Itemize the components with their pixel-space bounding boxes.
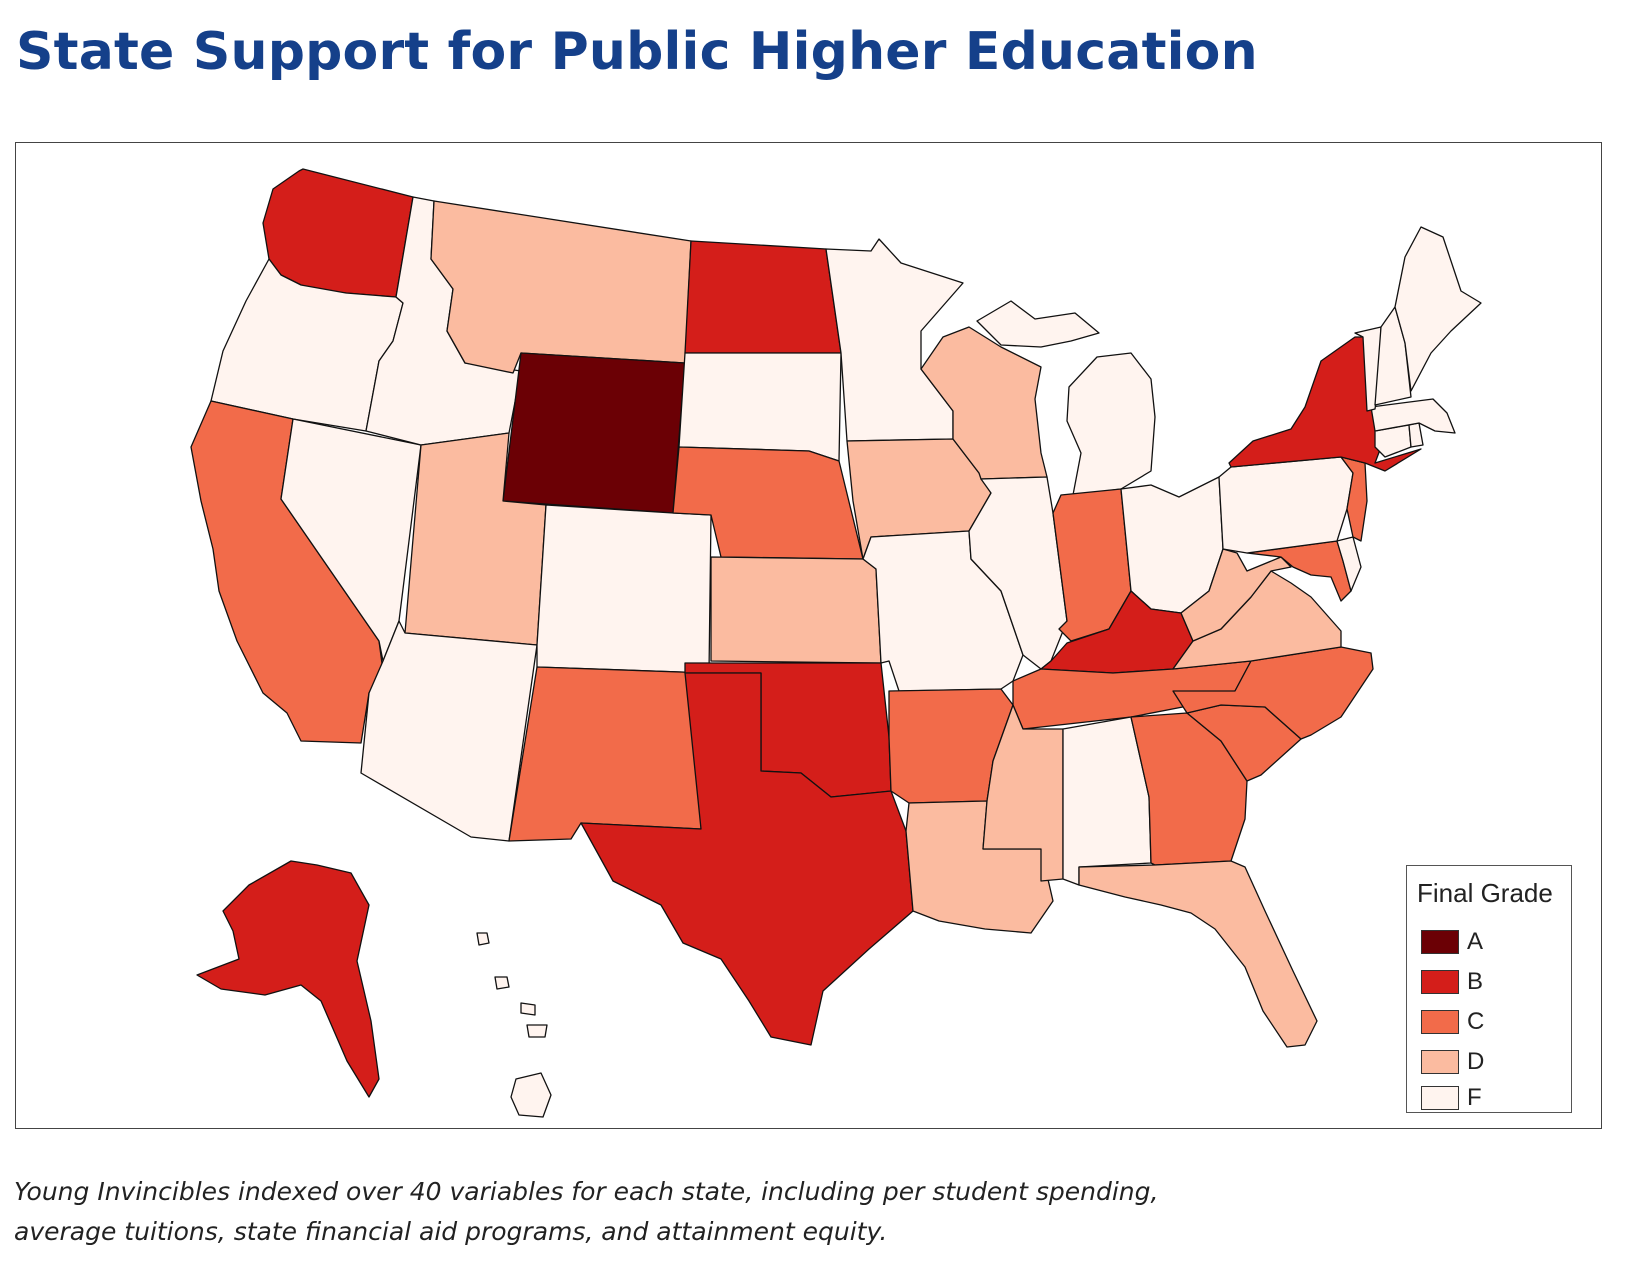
- legend-label-b: B: [1467, 968, 1484, 995]
- state-mi-part-1: [1066, 352, 1156, 496]
- legend-title: Final Grade: [1417, 878, 1553, 908]
- state-co: [536, 504, 712, 674]
- state-fl: [1078, 860, 1318, 1048]
- legend-item-f: F: [1421, 1084, 1482, 1112]
- legend-label-d: D: [1467, 1048, 1485, 1075]
- state-nd: [684, 240, 842, 354]
- state-hi-part-2: [494, 976, 510, 990]
- legend-swatch-f: [1421, 1086, 1459, 1110]
- state-mi-part-2: [976, 300, 1100, 348]
- state-nj: [1340, 456, 1368, 542]
- state-nm: [508, 666, 710, 842]
- legend-item-b: B: [1421, 968, 1483, 996]
- legend-label-f: F: [1467, 1084, 1482, 1111]
- state-az: [360, 620, 538, 842]
- legend-item-d: D: [1421, 1048, 1484, 1076]
- caption-line-2: average tuitions, state financial aid pr…: [14, 1217, 888, 1246]
- state-ri: [1408, 422, 1424, 448]
- caption-line-1: Young Invincibles indexed over 40 variab…: [14, 1177, 1159, 1206]
- state-wy: [502, 352, 686, 514]
- state-hi-part-4: [526, 1024, 548, 1038]
- caption: Young Invincibles indexed over 40 variab…: [14, 1172, 1514, 1252]
- state-ak: [196, 860, 380, 1098]
- state-me: [1394, 226, 1482, 392]
- legend-swatch-a: [1421, 930, 1459, 954]
- legend-swatch-b: [1421, 970, 1459, 994]
- state-wv: [1180, 548, 1292, 642]
- state-mn: [825, 238, 964, 442]
- legend-label-a: A: [1467, 928, 1484, 955]
- state-de: [1336, 536, 1362, 592]
- legend-swatch-c: [1421, 1010, 1459, 1034]
- state-hi-part-5: [476, 932, 490, 946]
- state-hi-part-3: [520, 1002, 536, 1016]
- us-map: [190, 168, 1482, 1118]
- legend-label-c: C: [1467, 1008, 1485, 1035]
- state-sd: [678, 352, 842, 462]
- legend-item-c: C: [1421, 1008, 1484, 1036]
- state-ks: [710, 556, 882, 664]
- state-hi-part-1: [510, 1072, 552, 1118]
- legend-swatch-d: [1421, 1050, 1459, 1074]
- state-tx: [580, 672, 914, 1046]
- page-title: State Support for Public Higher Educatio…: [16, 22, 1258, 82]
- state-ms: [982, 704, 1064, 882]
- state-ma: [1370, 398, 1456, 434]
- state-wi: [920, 326, 1048, 480]
- legend: Final Grade A B C D F: [1406, 865, 1572, 1113]
- state-pa: [1218, 456, 1354, 554]
- state-mt: [430, 200, 692, 374]
- legend-item-a: A: [1421, 928, 1483, 956]
- state-il: [968, 476, 1068, 670]
- map-frame: Final Grade A B C D F: [15, 142, 1602, 1129]
